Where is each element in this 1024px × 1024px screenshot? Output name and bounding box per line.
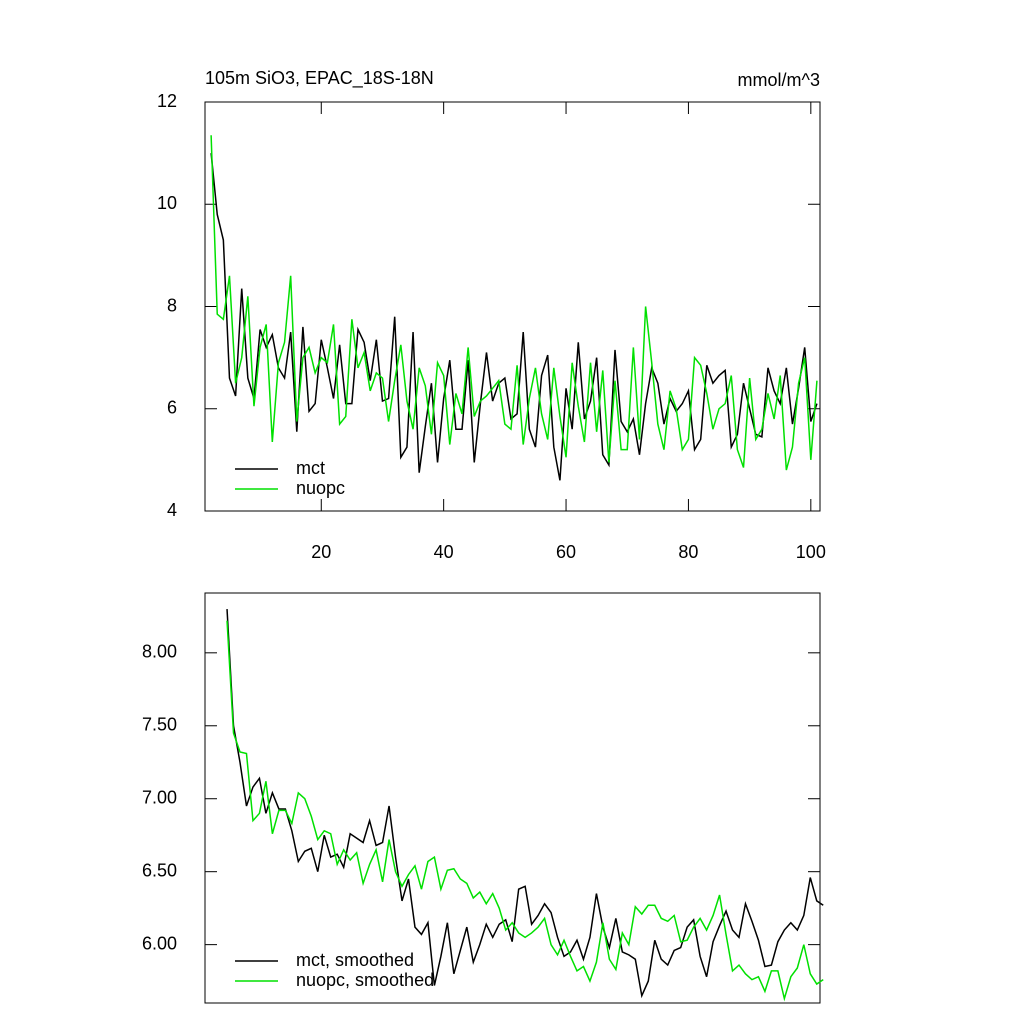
legend-label: mct, smoothed [296, 950, 414, 970]
x-tick-label: 80 [678, 542, 698, 562]
y-tick-label: 6 [167, 398, 177, 418]
y-tick-label: 6.50 [142, 860, 177, 880]
data-line [226, 620, 824, 1002]
legend-label: mct [296, 458, 325, 478]
y-tick-label: 4 [167, 500, 177, 520]
units-label: mmol/m^3 [738, 70, 820, 90]
plot-frame [204, 592, 821, 1004]
y-tick-label: 8.00 [142, 642, 177, 662]
y-tick-label: 12 [157, 91, 177, 111]
x-tick-label: 20 [311, 542, 331, 562]
y-tick-label: 10 [157, 193, 177, 213]
y-tick-label: 7.00 [142, 787, 177, 807]
x-tick-label: 60 [556, 542, 576, 562]
y-tick-label: 8 [167, 295, 177, 315]
legend-label: nuopc [296, 478, 345, 498]
x-tick-label: 40 [434, 542, 454, 562]
legend-label: nuopc, smoothed [296, 970, 434, 990]
data-line [210, 135, 818, 471]
y-tick-label: 6.00 [142, 933, 177, 953]
y-tick-label: 7.50 [142, 715, 177, 735]
data-line [210, 153, 818, 481]
data-line [226, 609, 824, 999]
chart-title: 105m SiO3, EPAC_18S-18N [205, 68, 434, 89]
plot-frame [204, 101, 821, 512]
x-tick-label: 100 [796, 542, 826, 562]
